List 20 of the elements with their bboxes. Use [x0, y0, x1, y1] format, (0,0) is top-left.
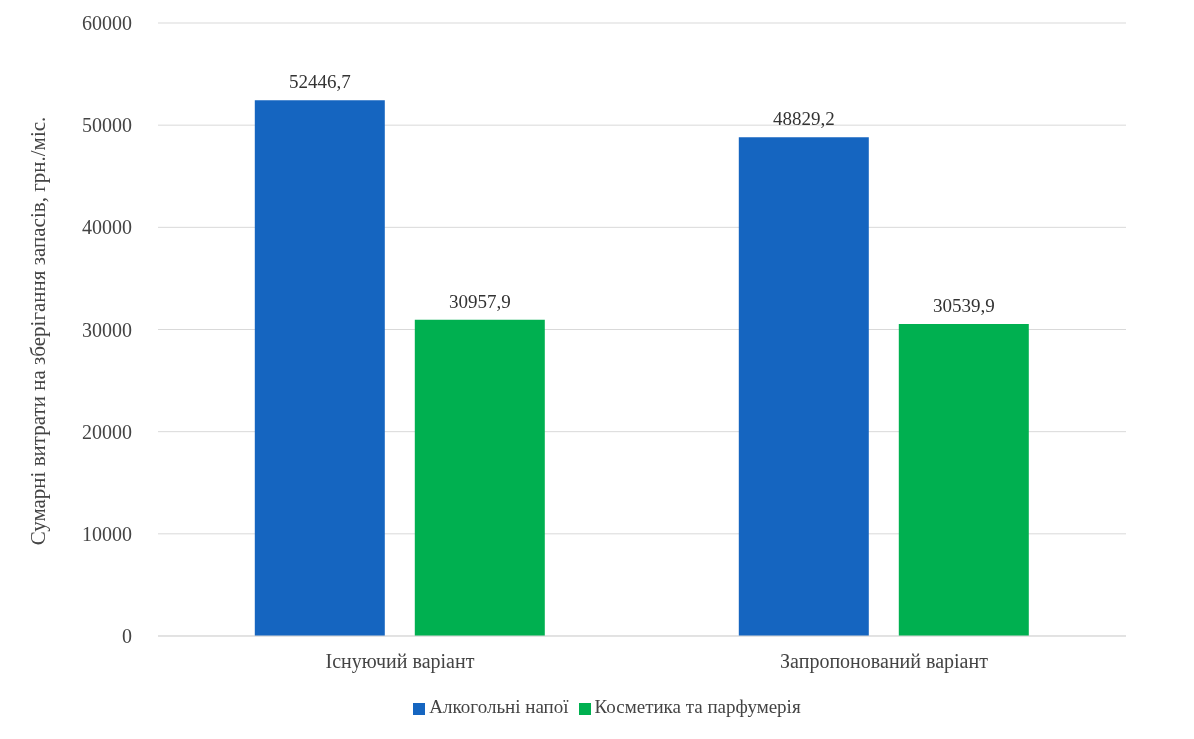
bar	[414, 319, 545, 636]
x-tick-label: Запропонований варіант	[780, 650, 989, 674]
y-tick-label: 60000	[82, 12, 132, 35]
bar	[738, 137, 869, 636]
y-tick-label: 40000	[82, 216, 132, 239]
y-tick-label: 50000	[82, 114, 132, 137]
legend-label: Косметика та парфумерія	[594, 696, 801, 717]
data-label: 52446,7	[288, 71, 351, 93]
legend-label: Алкогольні напої	[429, 696, 569, 717]
y-tick-label: 20000	[82, 420, 132, 443]
data-label: 30539,9	[932, 294, 995, 316]
data-label: 48829,2	[772, 108, 835, 130]
data-label: 30957,9	[448, 290, 511, 312]
y-axis-title: Сумарні витрати на зберігання запасів, грн./міс.	[25, 115, 51, 548]
y-tick-label: 10000	[82, 522, 132, 545]
y-tick-label: 0	[122, 625, 132, 648]
bar	[254, 100, 385, 636]
x-tick-label: Існуючий варіант	[325, 650, 475, 674]
bar	[898, 323, 1029, 636]
y-tick-label: 30000	[82, 318, 132, 341]
